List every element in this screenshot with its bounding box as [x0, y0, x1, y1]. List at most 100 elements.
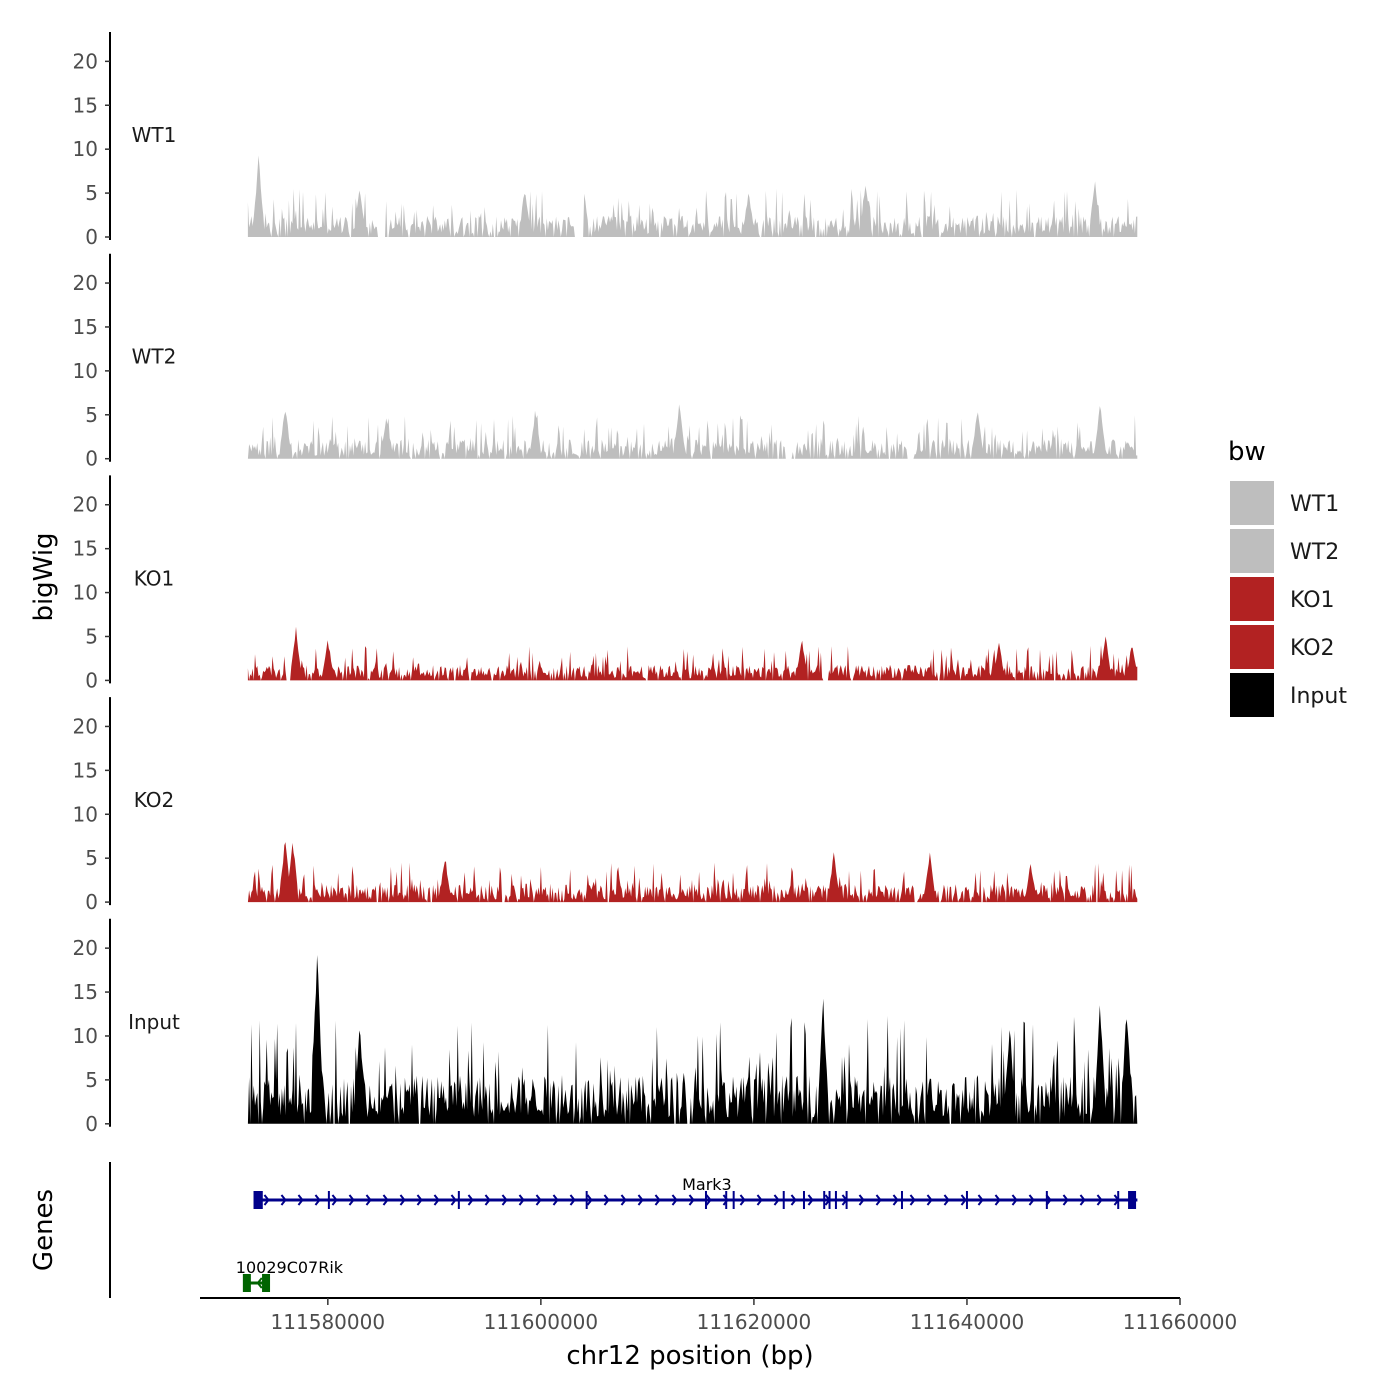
exon-block [457, 1191, 460, 1209]
strand-arrow [382, 1194, 389, 1206]
strand-arrow [722, 1194, 729, 1206]
strand-arrow [450, 1194, 457, 1206]
exon-block [965, 1191, 968, 1209]
exon-block [802, 1191, 805, 1209]
exon-block [823, 1191, 826, 1209]
strand-arrow [858, 1194, 865, 1206]
legend-title: bw [1228, 437, 1266, 467]
strand-arrow [433, 1194, 440, 1206]
track-wt1: 0 5 10 15 20 WT1 [73, 32, 1138, 249]
exon-block [732, 1191, 735, 1209]
y-tick-label: 5 [85, 846, 98, 870]
strand-arrow [688, 1194, 695, 1206]
strand-arrow [518, 1194, 525, 1206]
bigwig-tracks: 0 5 10 15 20 WT1 0 5 10 15 20 WT2 0 5 10 15 20 KO1 0 5 10 15 2… [73, 32, 1138, 1136]
legend-swatch-input [1230, 673, 1274, 717]
legend: bw WT1 WT2 KO1 KO2 Input [1228, 437, 1347, 717]
exon-block [253, 1191, 262, 1209]
y-tick-label: 20 [73, 493, 98, 517]
exon-block [262, 1274, 271, 1292]
strand-arrow [739, 1194, 746, 1206]
strand-arrow [1079, 1194, 1086, 1206]
track-label: WT1 [132, 123, 177, 147]
y-tick-label: 0 [85, 668, 98, 692]
strand-arrow [773, 1194, 780, 1206]
track-label: WT2 [132, 345, 177, 369]
y-tick-label: 10 [73, 359, 98, 383]
exon-block [585, 1191, 588, 1209]
y-tick-label: 0 [85, 447, 98, 471]
legend-label: KO1 [1290, 588, 1335, 613]
gene-label: 10029C07Rik [236, 1258, 344, 1277]
legend-swatch-wt2 [1230, 529, 1274, 573]
strand-arrow [484, 1194, 491, 1206]
signal-area-ko1 [247, 626, 1138, 681]
track-label: Input [128, 1010, 180, 1034]
strand-arrow [790, 1194, 797, 1206]
strand-arrow [654, 1194, 661, 1206]
exon-block [845, 1191, 848, 1209]
signal-area-wt2 [247, 404, 1138, 459]
exon-block [1128, 1191, 1137, 1209]
gene-10029c07rik: 10029C07Rik [236, 1258, 344, 1292]
y-tick-label: 15 [73, 315, 98, 339]
x-axis: 111580000 111600000 111620000 111640000 1116… [200, 1297, 1238, 1334]
exon-block [900, 1191, 903, 1209]
strand-arrow [365, 1194, 372, 1206]
strand-arrow [280, 1194, 287, 1206]
strand-arrow [569, 1194, 576, 1206]
x-tick-label: 111600000 [484, 1310, 599, 1334]
track-label: KO1 [134, 566, 175, 590]
y-tick-label: 10 [73, 137, 98, 161]
x-tick-label: 111660000 [1123, 1310, 1238, 1334]
x-tick-label: 111580000 [271, 1310, 386, 1334]
y-tick-label: 5 [85, 624, 98, 648]
strand-arrow [1028, 1194, 1035, 1206]
y-tick-label: 15 [73, 758, 98, 782]
genes-panel: Mark3 10029C07Rik [109, 1162, 1138, 1298]
y-tick-label: 10 [73, 802, 98, 826]
strand-arrow [892, 1194, 899, 1206]
strand-arrow [671, 1194, 678, 1206]
y-tick-label: 5 [85, 403, 98, 427]
exon-block [725, 1191, 728, 1209]
strand-arrow [263, 1194, 270, 1206]
strand-arrow [399, 1194, 406, 1206]
strand-arrow [501, 1194, 508, 1206]
legend-swatch-ko2 [1230, 625, 1274, 669]
strand-arrow [1062, 1194, 1069, 1206]
signal-area-wt1 [247, 155, 1138, 237]
strand-arrow [926, 1194, 933, 1206]
y-tick-label: 0 [85, 1112, 98, 1136]
y-tick-label: 20 [73, 714, 98, 738]
exon-block [242, 1274, 251, 1292]
signal-area-ko2 [247, 842, 1138, 903]
strand-arrow [586, 1194, 593, 1206]
strand-arrow [943, 1194, 950, 1206]
y-tick-label: 10 [73, 581, 98, 605]
exon-block [1117, 1191, 1120, 1209]
y-tick-label: 0 [85, 225, 98, 249]
x-tick-label: 111620000 [697, 1310, 812, 1334]
genes-panel-title: Genes [29, 1189, 59, 1271]
strand-arrow [314, 1194, 321, 1206]
track-ko2: 0 5 10 15 20 KO2 [73, 697, 1138, 914]
strand-arrow [552, 1194, 559, 1206]
exon-block [327, 1191, 330, 1209]
y-tick-label: 15 [73, 93, 98, 117]
y-tick-label: 20 [73, 936, 98, 960]
strand-arrow [909, 1194, 916, 1206]
strand-arrow [756, 1194, 763, 1206]
legend-swatch-wt1 [1230, 481, 1274, 525]
strand-arrow [977, 1194, 984, 1206]
strand-arrow [1096, 1194, 1103, 1206]
legend-label: KO2 [1290, 636, 1335, 661]
strand-arrow [535, 1194, 542, 1206]
legend-swatch-ko1 [1230, 577, 1274, 621]
strand-arrow [467, 1194, 474, 1206]
x-axis-title: chr12 position (bp) [566, 1341, 813, 1371]
strand-arrow [960, 1194, 967, 1206]
y-tick-label: 15 [73, 980, 98, 1004]
strand-arrow [637, 1194, 644, 1206]
